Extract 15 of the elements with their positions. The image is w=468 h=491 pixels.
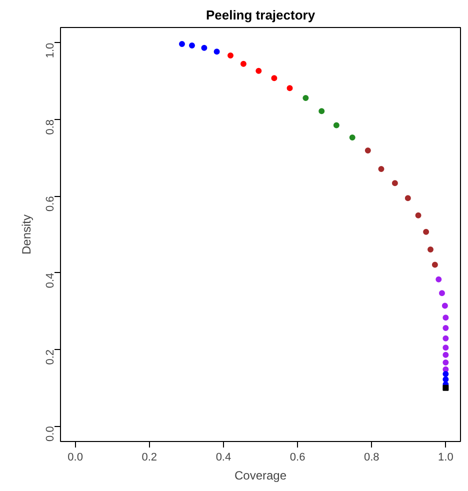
- x-tick-label: 1.0: [438, 452, 454, 464]
- x-tick-label: 0.6: [290, 452, 306, 464]
- y-tick-label: 1.0: [44, 42, 56, 58]
- x-axis-title: Coverage: [234, 468, 287, 482]
- y-tick-label: 0.4: [44, 272, 56, 288]
- x-tick-label: 0.4: [216, 452, 232, 464]
- x-tick-label: 0.2: [142, 452, 158, 464]
- y-axis-title: Density: [20, 214, 34, 255]
- y-tick-label: 0.6: [44, 196, 56, 212]
- x-tick-label: 0.0: [68, 452, 83, 464]
- x-tick-label: 0.8: [364, 452, 380, 464]
- y-tick-label: 0.8: [44, 119, 56, 135]
- chart-title: Peeling trajectory: [206, 8, 316, 22]
- y-tick-label: 0.0: [44, 426, 56, 442]
- y-tick-label: 0.2: [44, 349, 56, 365]
